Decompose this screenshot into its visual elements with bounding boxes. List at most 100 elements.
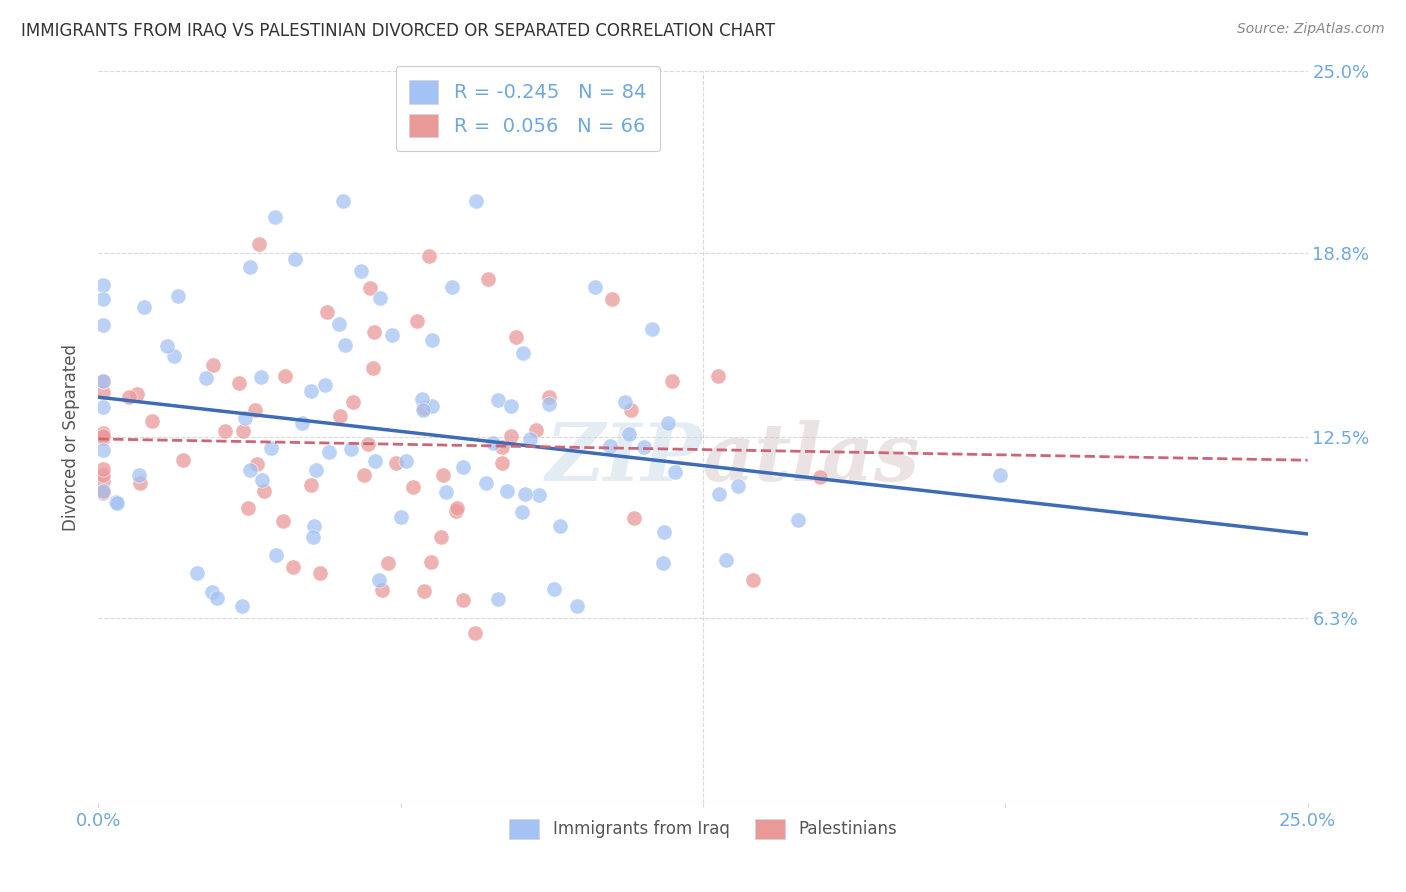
Point xyxy=(91,431,114,445)
Point xyxy=(614,394,637,409)
Point xyxy=(129,475,152,490)
Point xyxy=(486,592,509,607)
Point xyxy=(657,417,679,431)
Point xyxy=(128,467,150,482)
Point xyxy=(228,376,250,390)
Point xyxy=(707,487,730,501)
Y-axis label: Divorced or Separated: Divorced or Separated xyxy=(62,343,80,531)
Point xyxy=(474,475,496,490)
Text: Source: ZipAtlas.com: Source: ZipAtlas.com xyxy=(1237,22,1385,37)
Point xyxy=(186,566,208,581)
Point xyxy=(232,424,254,438)
Point xyxy=(394,453,416,467)
Point xyxy=(808,469,831,483)
Point xyxy=(620,403,643,417)
Point xyxy=(239,463,262,477)
Point xyxy=(623,511,645,525)
Point xyxy=(451,593,474,607)
Point xyxy=(389,510,412,524)
Point xyxy=(664,465,686,479)
Point xyxy=(214,424,236,438)
Point xyxy=(367,573,389,587)
Point xyxy=(243,402,266,417)
Point xyxy=(524,423,547,437)
Point xyxy=(105,496,128,510)
Text: atlas: atlas xyxy=(703,420,921,498)
Point xyxy=(91,374,114,388)
Point xyxy=(707,368,730,383)
Point xyxy=(377,557,399,571)
Point xyxy=(299,478,322,492)
Point xyxy=(301,530,323,544)
Point xyxy=(495,483,517,498)
Text: ZIP: ZIP xyxy=(546,420,703,498)
Point xyxy=(548,519,571,533)
Point xyxy=(512,346,534,360)
Point xyxy=(434,485,457,500)
Point xyxy=(201,585,224,599)
Point xyxy=(163,349,186,363)
Point xyxy=(91,429,114,443)
Point xyxy=(132,300,155,314)
Point xyxy=(370,583,392,598)
Point xyxy=(91,426,114,441)
Point xyxy=(271,515,294,529)
Point xyxy=(786,512,808,526)
Point xyxy=(250,370,273,384)
Point xyxy=(141,414,163,428)
Point xyxy=(446,500,468,515)
Point xyxy=(249,237,271,252)
Point xyxy=(519,432,541,446)
Point xyxy=(91,385,114,400)
Point xyxy=(302,518,325,533)
Point xyxy=(600,292,623,306)
Point xyxy=(661,374,683,388)
Point xyxy=(499,399,522,413)
Point xyxy=(328,317,350,331)
Point xyxy=(633,440,655,454)
Point xyxy=(402,480,425,494)
Point xyxy=(314,378,336,392)
Point xyxy=(406,314,429,328)
Point xyxy=(238,500,260,515)
Point xyxy=(91,475,114,489)
Point xyxy=(385,456,408,470)
Point xyxy=(266,549,288,563)
Point xyxy=(432,468,454,483)
Legend: Immigrants from Iraq, Palestinians: Immigrants from Iraq, Palestinians xyxy=(503,812,903,846)
Point xyxy=(308,566,330,580)
Point xyxy=(291,416,314,430)
Point xyxy=(422,399,444,413)
Point xyxy=(464,626,486,640)
Point xyxy=(264,210,287,224)
Point xyxy=(350,264,373,278)
Point xyxy=(332,194,354,208)
Point xyxy=(567,599,589,614)
Point xyxy=(619,427,641,442)
Point xyxy=(357,436,380,450)
Point xyxy=(250,473,273,487)
Point xyxy=(441,280,464,294)
Point xyxy=(274,368,297,383)
Point xyxy=(364,454,387,468)
Point xyxy=(91,467,114,482)
Point xyxy=(91,278,114,293)
Point xyxy=(202,358,225,372)
Point xyxy=(716,552,738,566)
Point xyxy=(359,281,381,295)
Point xyxy=(363,325,385,339)
Point xyxy=(527,488,550,502)
Point xyxy=(205,591,228,605)
Point xyxy=(104,494,127,508)
Point xyxy=(477,272,499,286)
Point xyxy=(239,260,262,274)
Point xyxy=(156,339,179,353)
Point xyxy=(537,397,560,411)
Point xyxy=(411,392,433,406)
Point xyxy=(194,371,217,385)
Point xyxy=(446,504,468,518)
Point xyxy=(172,453,194,467)
Point xyxy=(91,318,114,332)
Point xyxy=(91,484,114,499)
Point xyxy=(488,393,510,408)
